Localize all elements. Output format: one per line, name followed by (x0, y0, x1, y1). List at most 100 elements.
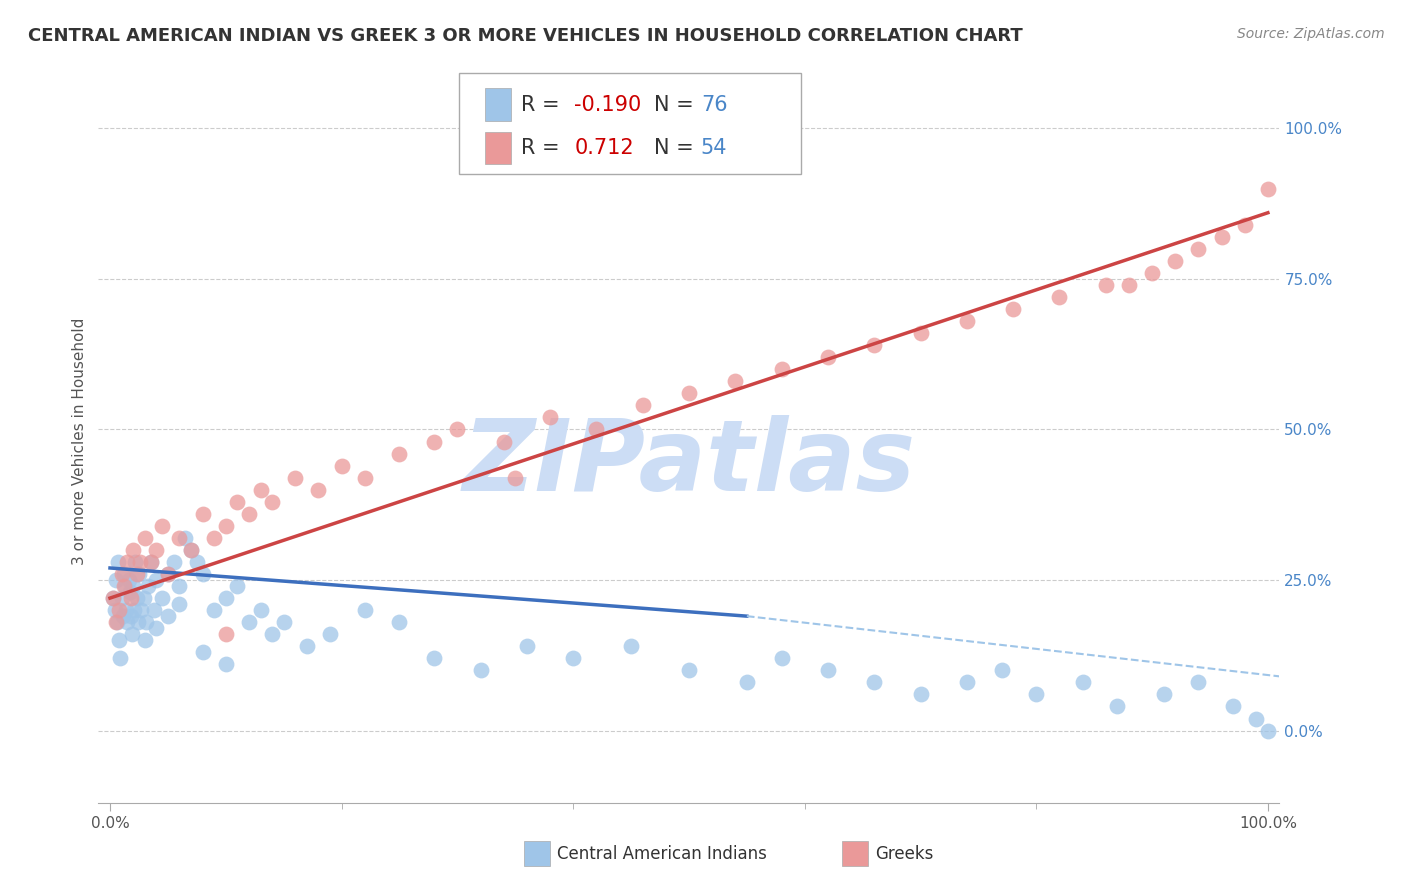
Point (103, 591, 125, 606)
Point (956, 675, 979, 690)
Point (1222, 699, 1244, 714)
Point (678, 664, 700, 678)
Point (129, 603, 152, 617)
Point (169, 531, 191, 545)
Point (135, 615, 157, 630)
Point (1233, 218, 1256, 232)
Point (1107, 699, 1129, 714)
Point (863, 675, 886, 690)
Point (117, 555, 139, 569)
Point (117, 573, 139, 587)
Point (127, 615, 149, 630)
Point (117, 615, 139, 630)
Point (139, 555, 162, 569)
Point (1257, 723, 1279, 738)
Point (174, 531, 197, 545)
Point (446, 422, 468, 436)
Point (191, 567, 214, 582)
Text: 0.712: 0.712 (575, 138, 634, 158)
Point (724, 374, 747, 388)
Point (186, 555, 208, 569)
Point (104, 615, 127, 630)
FancyBboxPatch shape (485, 88, 510, 120)
Point (770, 362, 793, 376)
Y-axis label: 3 or more Vehicles in Household: 3 or more Vehicles in Household (72, 318, 87, 566)
Point (191, 507, 214, 521)
Point (770, 651, 793, 665)
Point (145, 573, 167, 587)
Point (492, 434, 515, 449)
Point (585, 422, 607, 436)
Point (112, 567, 135, 582)
Point (562, 651, 585, 665)
Point (108, 633, 131, 648)
Point (735, 675, 758, 690)
Point (129, 555, 152, 569)
Point (307, 483, 329, 497)
Point (353, 603, 375, 617)
Point (122, 579, 145, 593)
Point (120, 609, 142, 624)
Point (215, 591, 238, 606)
Point (112, 579, 135, 593)
Point (1002, 301, 1025, 317)
Point (910, 687, 932, 701)
Point (284, 470, 307, 484)
Point (1164, 253, 1187, 268)
Point (295, 639, 318, 653)
Point (516, 639, 538, 653)
Point (150, 518, 173, 533)
Point (1153, 687, 1175, 701)
Point (538, 410, 561, 425)
Point (163, 555, 186, 569)
Point (423, 651, 446, 665)
Text: R =: R = (522, 95, 567, 114)
Point (145, 542, 167, 557)
Point (104, 573, 127, 587)
Point (136, 579, 159, 593)
Point (156, 567, 179, 582)
Point (169, 579, 191, 593)
Point (145, 621, 167, 635)
Point (143, 603, 166, 617)
Point (817, 350, 839, 364)
Point (114, 579, 136, 593)
Point (128, 567, 150, 582)
Point (156, 567, 179, 582)
Text: 54: 54 (700, 138, 727, 158)
Point (388, 446, 411, 460)
Point (1187, 675, 1209, 690)
FancyBboxPatch shape (523, 841, 550, 866)
Point (1187, 242, 1209, 256)
Point (180, 542, 202, 557)
FancyBboxPatch shape (485, 132, 510, 164)
Text: ZIPatlas: ZIPatlas (463, 415, 915, 512)
Point (1211, 229, 1233, 244)
Point (134, 531, 156, 545)
Point (169, 597, 191, 611)
Point (817, 664, 839, 678)
Point (120, 591, 142, 606)
Point (108, 603, 131, 617)
Point (503, 470, 526, 484)
Point (110, 651, 132, 665)
Point (202, 531, 225, 545)
Point (249, 483, 271, 497)
Point (273, 615, 295, 630)
Point (202, 603, 225, 617)
Point (330, 458, 353, 473)
Point (124, 555, 146, 569)
Point (191, 645, 214, 659)
Point (107, 555, 129, 569)
Point (910, 326, 932, 340)
Point (238, 507, 260, 521)
Point (249, 603, 271, 617)
Point (156, 609, 179, 624)
Point (1257, 181, 1279, 195)
Point (423, 434, 446, 449)
Point (863, 338, 886, 352)
Point (1118, 277, 1140, 292)
Point (1094, 277, 1116, 292)
Text: Central American Indians: Central American Indians (557, 845, 766, 863)
Text: -0.190: -0.190 (575, 95, 641, 114)
